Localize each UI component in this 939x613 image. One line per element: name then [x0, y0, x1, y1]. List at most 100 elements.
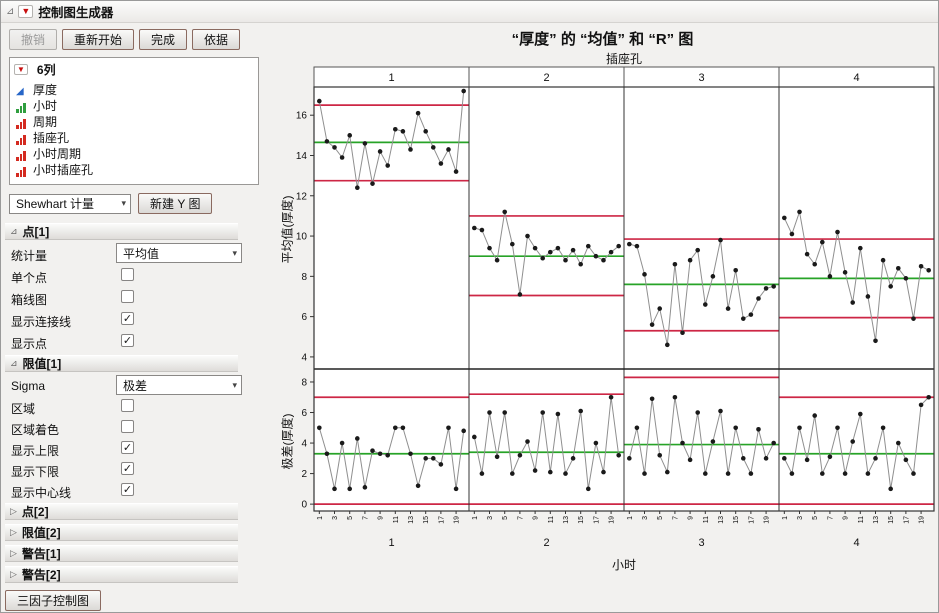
statistic-value: 平均值	[123, 246, 160, 261]
column-item-小时[interactable]: 小时	[14, 97, 254, 113]
svg-text:1: 1	[388, 537, 394, 549]
show-centerline-checkbox[interactable]: ✓	[121, 483, 134, 496]
svg-text:19: 19	[609, 516, 616, 524]
statistic-label: 统计量	[11, 249, 48, 263]
show-connect-line-checkbox[interactable]: ✓	[121, 312, 134, 325]
section-title: 限值[2]	[21, 526, 61, 540]
svg-text:17: 17	[593, 516, 600, 524]
mean-chart-panel-2[interactable]	[469, 209, 624, 297]
option-label: 显示点	[11, 337, 48, 351]
option-row: 显示连接线 ✓	[9, 309, 251, 331]
mean-chart-panel-3[interactable]	[624, 237, 779, 348]
disclosure-triangle-icon[interactable]: ⊿	[6, 6, 15, 17]
section-header-warnings1[interactable]: ▷ 警告[1]	[5, 545, 238, 562]
svg-text:13: 13	[718, 516, 725, 524]
svg-text:14: 14	[296, 151, 308, 162]
section-title: 点[1]	[22, 225, 50, 239]
mean-chart-panel-4[interactable]	[779, 209, 934, 344]
section-header-points2[interactable]: ▷ 点[2]	[5, 503, 238, 520]
svg-text:2: 2	[543, 537, 549, 549]
svg-text:13: 13	[563, 516, 570, 524]
svg-text:3: 3	[698, 72, 704, 84]
range-chart-panel-4[interactable]	[779, 394, 934, 505]
svg-text:8: 8	[301, 377, 307, 388]
range-chart-panel-3[interactable]	[624, 376, 779, 505]
option-label: 显示中心线	[11, 486, 72, 500]
option-label: 显示连接线	[11, 315, 72, 329]
svg-text:15: 15	[423, 516, 430, 524]
option-row: 显示下限 ✓	[9, 459, 251, 480]
sigma-label: Sigma	[11, 379, 46, 393]
shade-zones-checkbox[interactable]	[121, 420, 134, 433]
svg-text:9: 9	[378, 516, 385, 520]
sigma-row: Sigma 极差 ▾	[9, 375, 251, 396]
chart-type-dropdown[interactable]: Shewhart 计量 ▾	[9, 193, 131, 214]
statistic-row: 统计量 平均值 ▾	[9, 243, 251, 265]
column-item-周期[interactable]: 周期	[14, 113, 254, 129]
statistic-dropdown[interactable]: 平均值 ▾	[116, 243, 242, 263]
column-item-厚度[interactable]: ◢ 厚度	[14, 81, 254, 98]
svg-text:3: 3	[698, 537, 704, 549]
individual-points-checkbox[interactable]	[121, 268, 134, 281]
svg-text:19: 19	[454, 516, 461, 524]
column-item-小时插座孔[interactable]: 小时插座孔	[14, 161, 254, 177]
column-item-小时周期[interactable]: 小时周期	[14, 145, 254, 161]
section-header-points1[interactable]: ⊿ 点[1]	[5, 223, 238, 240]
show-ucl-checkbox[interactable]: ✓	[121, 441, 134, 454]
done-button[interactable]: 完成	[139, 29, 188, 50]
svg-text:4: 4	[301, 352, 307, 363]
box-plot-checkbox[interactable]	[121, 290, 134, 303]
show-lcl-checkbox[interactable]: ✓	[121, 462, 134, 475]
toolbar: 撤销 重新开始 完成 依据	[9, 29, 267, 50]
column-label: 插座孔	[33, 131, 70, 145]
nominal-modeling-type-icon	[16, 150, 28, 161]
svg-text:2: 2	[301, 469, 307, 480]
option-row: 显示点 ✓	[9, 331, 251, 353]
svg-text:15: 15	[888, 516, 895, 524]
nominal-modeling-type-icon	[16, 166, 28, 177]
svg-text:7: 7	[827, 516, 834, 520]
column-group-label: 插座孔	[605, 52, 642, 66]
svg-text:3: 3	[332, 516, 339, 520]
mean-y-axis-label: 平均值(厚度)	[280, 195, 295, 264]
collapse-triangle-icon: ⊿	[10, 226, 18, 236]
option-row: 单个点	[9, 265, 251, 287]
new-y-chart-button[interactable]: 新建 Y 图	[138, 193, 213, 214]
svg-text:6: 6	[301, 312, 307, 323]
mean-chart[interactable]: 4 6 8 10 12 14 16	[296, 88, 934, 364]
zones-checkbox[interactable]	[121, 399, 134, 412]
option-label: 区域着色	[11, 423, 60, 437]
range-chart-panel-1[interactable]	[314, 396, 469, 505]
nominal-modeling-type-icon	[16, 118, 28, 129]
undo-button[interactable]: 撤销	[9, 29, 58, 50]
section-header-limits1[interactable]: ⊿ 限值[1]	[5, 355, 238, 372]
svg-text:4: 4	[301, 439, 307, 450]
option-row: 显示中心线 ✓	[9, 480, 251, 501]
column-item-插座孔[interactable]: 插座孔	[14, 129, 254, 145]
mean-chart-panel-1[interactable]	[314, 88, 469, 191]
show-points-checkbox[interactable]: ✓	[121, 334, 134, 347]
svg-text:17: 17	[748, 516, 755, 524]
svg-text:5: 5	[812, 516, 819, 520]
svg-text:12: 12	[296, 191, 308, 202]
range-chart[interactable]: 0 2 4 6 8	[301, 376, 934, 511]
restart-button[interactable]: 重新开始	[62, 29, 135, 50]
red-triangle-menu-icon[interactable]: ▼	[14, 64, 28, 75]
option-label: 显示下限	[11, 465, 60, 479]
range-y-axis-label: 极差(厚度)	[280, 413, 295, 470]
sigma-dropdown[interactable]: 极差 ▾	[116, 375, 242, 395]
section-header-limits2[interactable]: ▷ 限值[2]	[5, 524, 238, 541]
range-chart-panel-2[interactable]	[469, 393, 624, 505]
svg-text:4: 4	[853, 537, 859, 549]
svg-text:7: 7	[672, 516, 679, 520]
three-factor-control-chart-button[interactable]: 三因子控制图	[5, 590, 102, 611]
expand-triangle-icon: ▷	[10, 506, 17, 516]
column-label: 小时周期	[33, 147, 82, 161]
svg-text:19: 19	[919, 516, 926, 524]
red-triangle-menu-icon[interactable]: ▼	[18, 5, 34, 18]
columns-panel-header[interactable]: ▼ 6列	[14, 61, 254, 78]
section-header-warnings2[interactable]: ▷ 警告[2]	[5, 566, 238, 583]
by-button[interactable]: 依据	[192, 29, 241, 50]
